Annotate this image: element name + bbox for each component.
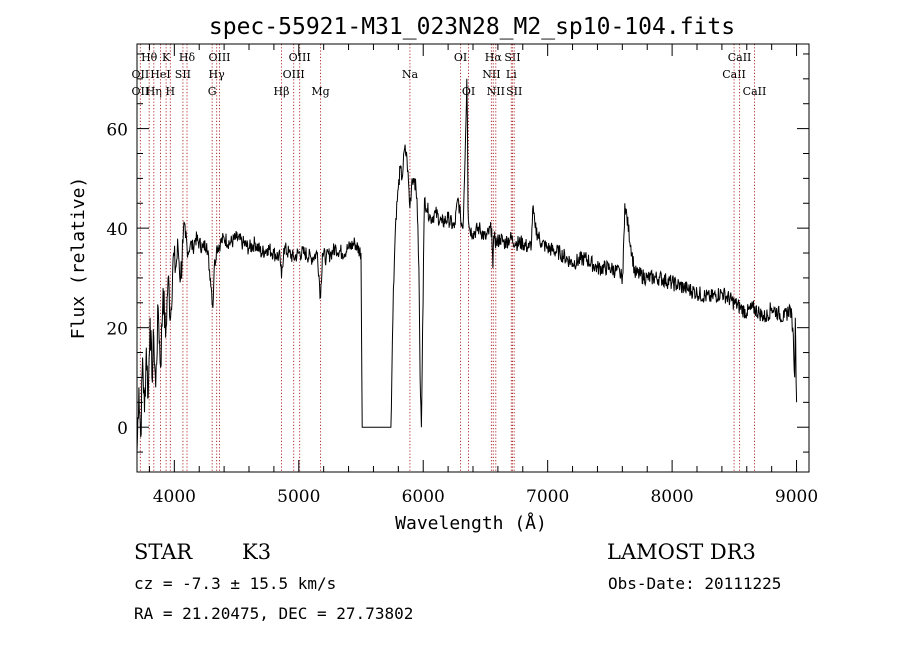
marker-label: OI bbox=[454, 51, 467, 64]
plot-frame bbox=[136, 43, 810, 473]
x-tick-label: 6000 bbox=[402, 487, 445, 507]
x-tick-label: 7000 bbox=[526, 487, 569, 507]
y-tick-label: 0 bbox=[117, 419, 128, 439]
marker-label: SII bbox=[504, 51, 520, 64]
x-tick-label: 8000 bbox=[650, 487, 693, 507]
marker-label: CaII bbox=[722, 68, 746, 81]
marker-label: SII bbox=[506, 85, 522, 98]
subclass-label: K3 bbox=[242, 540, 271, 564]
marker-label: Hα bbox=[485, 51, 503, 64]
y-tick-label: 60 bbox=[106, 121, 128, 141]
marker-label: OI bbox=[462, 85, 475, 98]
marker-label: Li bbox=[506, 68, 517, 81]
marker-label: K bbox=[162, 51, 171, 64]
y-tick-label: 40 bbox=[106, 220, 128, 240]
marker-label: CaII bbox=[743, 85, 767, 98]
marker-label: CaII bbox=[728, 51, 752, 64]
marker-label: OII bbox=[132, 68, 150, 81]
marker-label: SII bbox=[175, 68, 191, 81]
y-axis-ticks: 0 20 40 60 bbox=[106, 53, 809, 453]
coords-line: RA = 21.20475, DEC = 27.73802 bbox=[134, 604, 413, 623]
x-tick-label: 5000 bbox=[277, 487, 320, 507]
marker-label: NII bbox=[482, 68, 500, 81]
x-tick-label: 4000 bbox=[153, 487, 196, 507]
marker-label: Hδ bbox=[179, 51, 196, 64]
marker-label: OIII bbox=[289, 51, 311, 64]
marker-label: Hγ bbox=[209, 68, 226, 81]
marker-label: H bbox=[166, 85, 176, 98]
marker-label: Hβ bbox=[274, 85, 290, 98]
x-axis-ticks: 4000 5000 6000 7000 8000 9000 bbox=[148, 44, 818, 507]
marker-label: Mg bbox=[311, 85, 329, 98]
class-label: STAR bbox=[134, 540, 193, 564]
obs-date-line: Obs-Date: 20111225 bbox=[608, 574, 781, 593]
line-markers: HθOIIOIIHηHeIKHSIIHδGHγOIIIHβOIIIOIIIMgN… bbox=[132, 44, 767, 472]
marker-label: OII bbox=[132, 85, 150, 98]
x-tick-label: 9000 bbox=[775, 487, 818, 507]
marker-label: OIII bbox=[208, 51, 230, 64]
y-axis-label: Flux (relative) bbox=[68, 177, 89, 340]
y-tick-label: 20 bbox=[106, 320, 128, 340]
marker-label: NII bbox=[487, 85, 505, 98]
cz-line: cz = -7.3 ± 15.5 km/s bbox=[134, 574, 336, 593]
plot-area bbox=[136, 78, 798, 453]
marker-label: Na bbox=[402, 68, 419, 81]
marker-label: HeI bbox=[150, 68, 170, 81]
marker-label: Hη bbox=[146, 85, 162, 98]
marker-label: G bbox=[208, 85, 217, 98]
marker-label: Hθ bbox=[141, 51, 158, 64]
x-axis-label: Wavelength (Å) bbox=[395, 512, 547, 534]
survey-label: LAMOST DR3 bbox=[607, 540, 756, 564]
chart-title: spec-55921-M31_023N28_M2_sp10-104.fits bbox=[209, 14, 735, 40]
spectrum-line bbox=[136, 78, 798, 453]
marker-label: OIII bbox=[283, 68, 305, 81]
